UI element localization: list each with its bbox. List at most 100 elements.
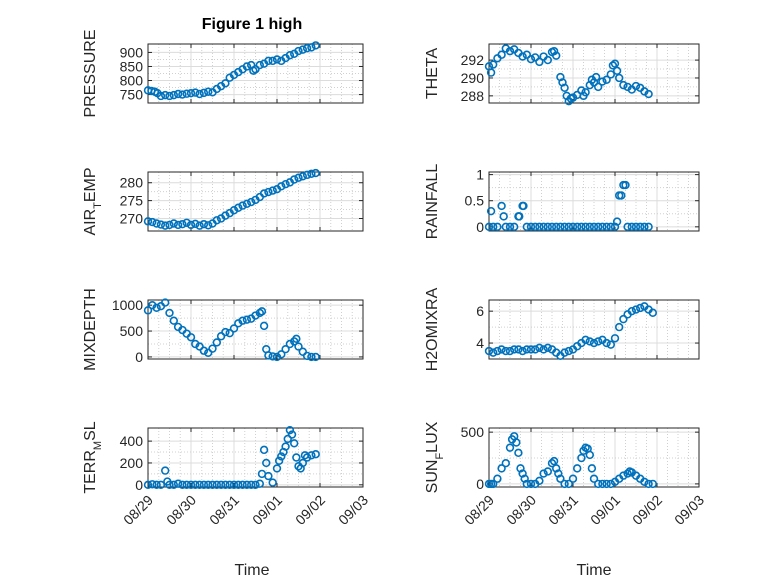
y-axis-label: H2OMIXRA — [424, 287, 441, 371]
data-point — [489, 348, 498, 357]
data-point — [307, 43, 316, 52]
data-point — [535, 222, 544, 232]
y-tick-label: 0.5 — [465, 193, 485, 209]
data-point — [195, 480, 204, 490]
data-point — [268, 186, 277, 195]
y-tick-label: 0 — [135, 477, 143, 493]
data-point — [501, 458, 510, 468]
data-point — [564, 346, 573, 356]
data-point — [294, 173, 303, 182]
data-point — [311, 168, 320, 178]
data-point — [178, 90, 187, 99]
data-point — [522, 222, 531, 232]
subplot-sun-flux: 0 500 08/29 08/30 08/31 09/01 09/02 09/03 SUNFLU… — [424, 421, 707, 528]
data-point — [307, 352, 316, 362]
data-point — [290, 175, 299, 184]
data-point — [287, 430, 297, 439]
data-point — [593, 222, 603, 232]
data-point — [526, 54, 536, 64]
data-point — [581, 335, 590, 345]
data-point — [208, 344, 217, 353]
data-point — [520, 474, 529, 483]
data-point — [535, 57, 544, 67]
data-point — [191, 480, 200, 490]
y-tick-label: 750 — [120, 87, 144, 103]
axes-box — [147, 171, 364, 232]
data-point — [208, 480, 217, 490]
data-point — [216, 480, 226, 490]
data-point — [577, 453, 586, 463]
data-point — [302, 453, 312, 462]
axes-box — [488, 43, 700, 104]
data-point — [551, 51, 561, 60]
data-point — [577, 222, 586, 232]
data-point — [204, 87, 213, 96]
data-point — [612, 66, 622, 76]
subplot-terr-msl: 0 200 400 08/29 08/30 08/31 09/01 09/02 09/03 TER… — [82, 421, 371, 528]
data-point — [161, 221, 170, 230]
data-point — [610, 59, 620, 68]
data-point — [535, 476, 544, 485]
data-point — [247, 480, 256, 490]
data-point — [169, 316, 179, 325]
data-point — [547, 222, 557, 232]
data-point — [522, 50, 531, 59]
subplot-mixdepth: 0 500 1000 MIXDEPTH — [82, 288, 364, 371]
data-point — [648, 308, 657, 317]
data-point — [619, 471, 628, 480]
data-point — [283, 434, 292, 444]
data-point — [277, 452, 286, 461]
data-point — [505, 443, 515, 452]
data-point — [165, 220, 174, 230]
data-point — [156, 480, 166, 490]
data-point — [182, 218, 191, 227]
data-point — [530, 222, 540, 232]
data-point — [199, 88, 209, 98]
y-axis-label: THETA — [424, 48, 441, 100]
y-tick-label: 280 — [120, 175, 144, 191]
data-point — [564, 222, 573, 232]
data-point — [556, 474, 565, 483]
data-point — [551, 464, 561, 473]
data-point — [229, 480, 239, 490]
data-point — [182, 89, 191, 98]
data-point — [285, 425, 295, 435]
data-point — [581, 222, 590, 232]
data-point — [518, 52, 527, 61]
data-point — [195, 89, 204, 99]
data-point — [238, 316, 247, 325]
data-point — [493, 222, 502, 232]
data-point — [152, 480, 161, 490]
y-axis-label: MIXDEPTH — [82, 288, 99, 371]
data-point — [242, 62, 252, 71]
data-point — [606, 340, 615, 349]
data-point — [497, 345, 506, 354]
data-point — [148, 217, 157, 227]
figure-title: Figure 1 high — [202, 16, 302, 33]
data-point — [631, 305, 641, 314]
data-point — [268, 352, 277, 361]
data-point — [277, 350, 286, 359]
data-point — [505, 346, 515, 356]
data-point — [264, 471, 273, 481]
data-point — [516, 464, 525, 473]
data-point — [602, 338, 611, 348]
data-point — [238, 480, 247, 490]
data-point — [169, 480, 179, 490]
data-point — [234, 203, 243, 212]
data-point — [161, 298, 170, 307]
data-point — [262, 458, 271, 468]
data-point — [505, 222, 515, 232]
data-point — [161, 466, 170, 475]
data-point — [543, 222, 552, 232]
data-point — [585, 450, 594, 460]
data-point — [143, 217, 153, 226]
data-point — [234, 480, 243, 490]
data-point — [264, 187, 273, 197]
data-point — [186, 220, 196, 230]
data-point — [606, 479, 615, 489]
data-point — [547, 458, 557, 468]
